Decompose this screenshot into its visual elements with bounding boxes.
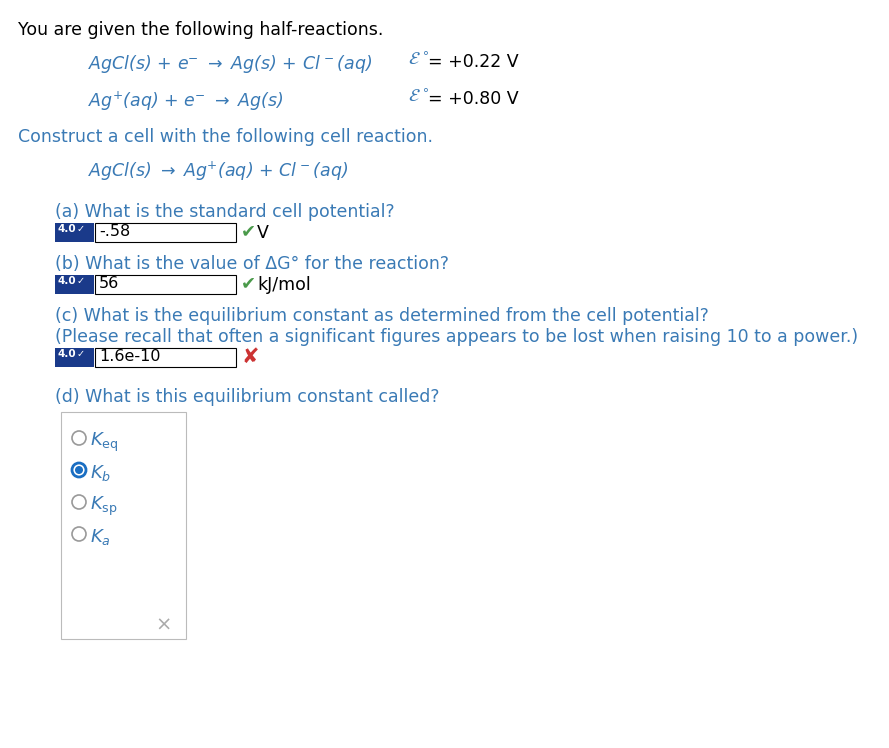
Text: ✘: ✘ [241, 347, 259, 367]
Text: $\mathcal{E}$$\,^{\circ}$: $\mathcal{E}$$\,^{\circ}$ [408, 88, 429, 106]
FancyBboxPatch shape [54, 348, 93, 367]
Text: = +0.80 V: = +0.80 V [428, 90, 518, 108]
FancyBboxPatch shape [94, 348, 236, 367]
Text: kJ/mol: kJ/mol [257, 276, 311, 294]
FancyBboxPatch shape [94, 275, 236, 293]
Text: $\mathcal{E}$$\,^{\circ}$: $\mathcal{E}$$\,^{\circ}$ [408, 51, 429, 69]
Text: ✓: ✓ [77, 349, 85, 359]
Circle shape [72, 495, 86, 509]
Text: You are given the following half-reactions.: You are given the following half-reactio… [18, 21, 383, 39]
Text: ✔: ✔ [241, 274, 256, 292]
Text: ✓: ✓ [77, 276, 85, 286]
Text: (d) What is this equilibrium constant called?: (d) What is this equilibrium constant ca… [55, 388, 439, 406]
Text: -.58: -.58 [99, 224, 131, 239]
FancyBboxPatch shape [61, 412, 186, 639]
Text: 4.0: 4.0 [57, 349, 76, 359]
Text: ✔: ✔ [241, 222, 256, 240]
Circle shape [72, 463, 86, 477]
Text: ✓: ✓ [77, 224, 85, 234]
Text: AgCl(s) $\rightarrow$ Ag$^{+}$(aq) + Cl$^{\,-}$(aq): AgCl(s) $\rightarrow$ Ag$^{+}$(aq) + Cl$… [88, 160, 348, 183]
FancyBboxPatch shape [94, 222, 236, 242]
Text: Ag$^{+}$(aq) + e$^{-}$ $\rightarrow$ Ag(s): Ag$^{+}$(aq) + e$^{-}$ $\rightarrow$ Ag(… [88, 90, 284, 113]
Text: $K_b$: $K_b$ [90, 463, 111, 483]
Text: (a) What is the standard cell potential?: (a) What is the standard cell potential? [55, 203, 395, 221]
FancyBboxPatch shape [54, 275, 93, 293]
Circle shape [72, 527, 86, 541]
Text: = +0.22 V: = +0.22 V [428, 53, 518, 71]
Text: (b) What is the value of ΔG° for the reaction?: (b) What is the value of ΔG° for the rea… [55, 255, 449, 273]
Text: V: V [257, 224, 268, 242]
FancyBboxPatch shape [54, 222, 93, 242]
Text: $K_{\mathrm{sp}}$: $K_{\mathrm{sp}}$ [90, 495, 117, 518]
Circle shape [75, 466, 83, 474]
Text: $K_{\mathrm{eq}}$: $K_{\mathrm{eq}}$ [90, 431, 118, 454]
Text: 4.0: 4.0 [57, 224, 76, 234]
Text: 1.6e-10: 1.6e-10 [99, 349, 161, 364]
Text: (Please recall that often a significant figures appears to be lost when raising : (Please recall that often a significant … [55, 328, 858, 346]
Text: AgCl(s) + e$^{-}$ $\rightarrow$ Ag(s) + Cl$^{\,-}$(aq): AgCl(s) + e$^{-}$ $\rightarrow$ Ag(s) + … [88, 53, 372, 75]
Text: (c) What is the equilibrium constant as determined from the cell potential?: (c) What is the equilibrium constant as … [55, 307, 709, 325]
Text: 56: 56 [99, 276, 119, 291]
Text: $K_a$: $K_a$ [90, 527, 111, 547]
Circle shape [72, 431, 86, 445]
Text: Construct a cell with the following cell reaction.: Construct a cell with the following cell… [18, 128, 433, 146]
Text: ×: × [155, 616, 172, 635]
Text: 4.0: 4.0 [57, 276, 76, 286]
